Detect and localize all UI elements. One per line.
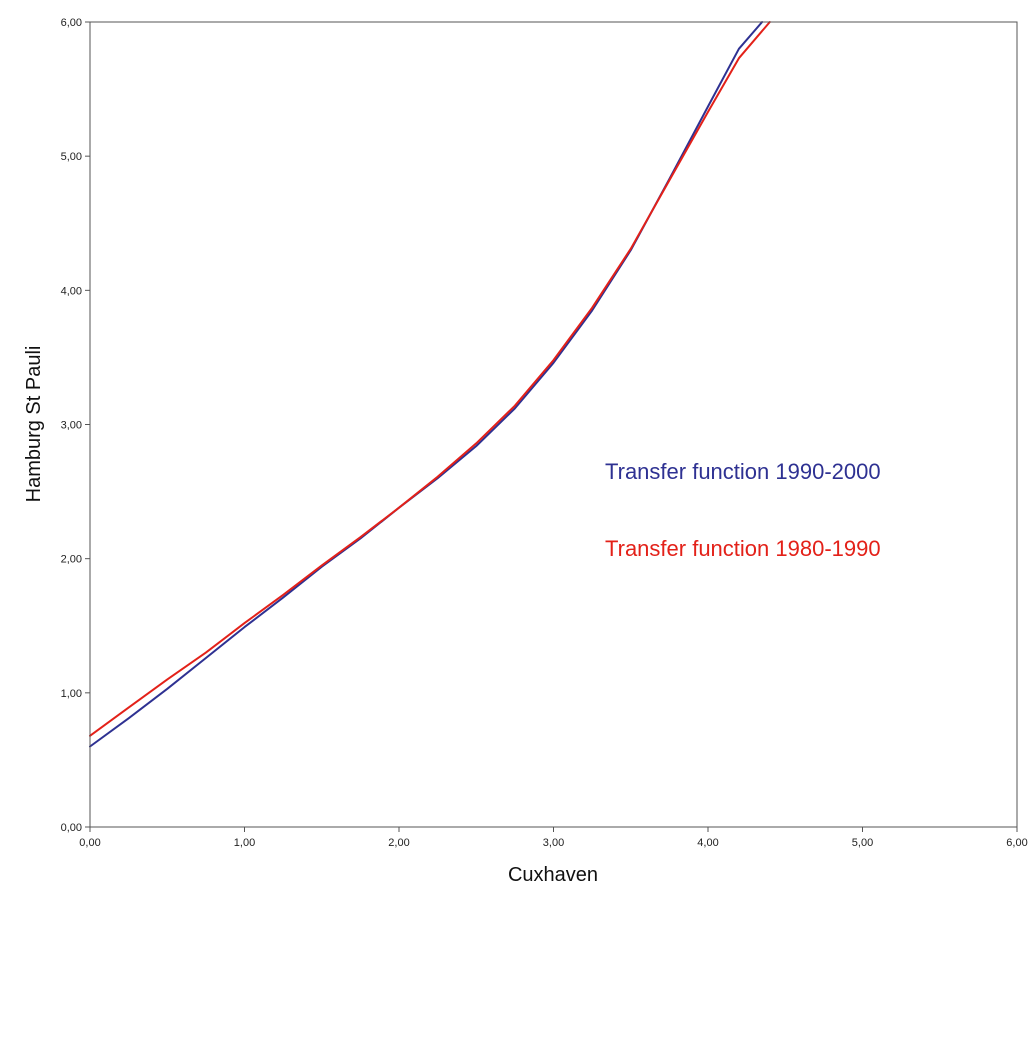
series-label-1990-2000: Transfer function 1990-2000 <box>605 459 881 484</box>
series-line-0 <box>89 21 764 748</box>
plot-area <box>89 21 1018 828</box>
x-tick-label: 1,00 <box>234 837 255 849</box>
series-label-1980-1990: Transfer function 1980-1990 <box>605 536 881 561</box>
x-tick-label: 6,00 <box>1006 837 1027 849</box>
x-tick-label: 3,00 <box>543 837 564 849</box>
x-tick-label: 2,00 <box>388 837 409 849</box>
series-line-1 <box>89 21 771 737</box>
x-tick-label: 5,00 <box>852 837 873 849</box>
y-tick-label: 1,00 <box>61 688 82 700</box>
y-tick-label: 5,00 <box>61 151 82 163</box>
y-tick-label: 3,00 <box>61 420 82 432</box>
x-tick-label: 4,00 <box>697 837 718 849</box>
series-layer <box>89 21 771 748</box>
y-axis-title: Hamburg St Pauli <box>23 346 45 503</box>
ticks-layer: 0,00 1,00 2,00 3,00 4,00 5,00 6,00 0,00 1,00 2,00… <box>61 17 1028 849</box>
y-tick-label: 2,00 <box>61 554 82 566</box>
y-tick-label: 4,00 <box>61 285 82 297</box>
x-axis-title: Cuxhaven <box>508 864 598 886</box>
y-tick-label: 0,00 <box>61 822 82 834</box>
x-tick-label: 0,00 <box>79 837 100 849</box>
y-tick-label: 6,00 <box>61 17 82 29</box>
